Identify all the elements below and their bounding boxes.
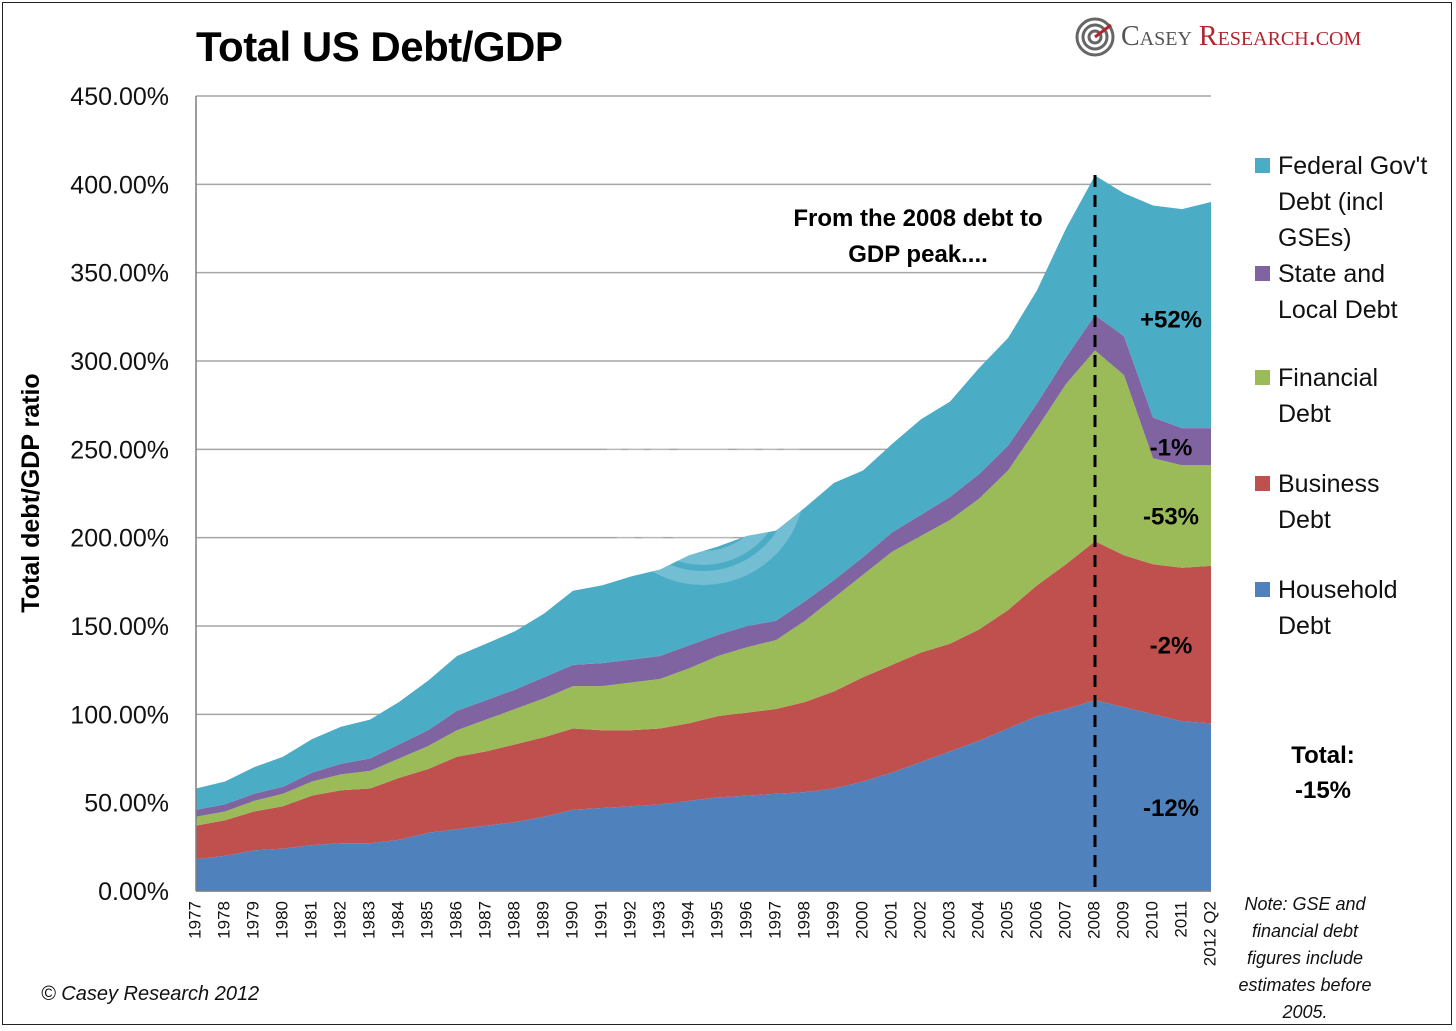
legend-swatch <box>1255 370 1270 385</box>
annotation-text: From the 2008 debt to <box>793 205 1042 232</box>
x-tick-label: 1993 <box>649 901 668 939</box>
legend-swatch <box>1255 582 1270 597</box>
brand-text: Casey Research.com <box>1121 21 1361 53</box>
copyright-text: © Casey Research 2012 <box>41 983 260 1005</box>
y-axis-title: Total debt/GDP ratio <box>17 373 45 612</box>
y-tick-label: 450.00% <box>70 83 169 111</box>
x-tick-label: 1997 <box>765 901 784 939</box>
legend-item: Business Debt <box>1255 466 1428 538</box>
segment-change-label: +52% <box>1140 307 1202 334</box>
x-tick-label: 1977 <box>185 901 204 939</box>
x-tick-label: 1984 <box>388 901 407 939</box>
x-tick-label: 1996 <box>736 901 755 939</box>
x-tick-label: 2006 <box>1026 901 1045 939</box>
x-tick-label: 1989 <box>533 901 552 939</box>
annotation-text: GDP peak.... <box>848 241 988 268</box>
x-tick-label: 2005 <box>997 901 1016 939</box>
x-tick-label: 2007 <box>1055 901 1074 939</box>
watermark-icon <box>601 381 805 585</box>
watermark-ring <box>621 401 785 565</box>
segment-change-label: -1% <box>1150 435 1193 462</box>
total-label: Total: <box>1291 742 1355 769</box>
y-tick-label: 50.00% <box>84 790 169 818</box>
x-tick-label: 1998 <box>794 901 813 939</box>
legend-label: State and Local Debt <box>1278 260 1398 324</box>
swirl-logo-icon <box>1075 17 1115 57</box>
x-tick-label: 1990 <box>562 901 581 939</box>
legend-item: Financial Debt <box>1255 360 1428 432</box>
x-tick-label: 1979 <box>243 901 262 939</box>
legend-item: State and Local Debt <box>1255 256 1428 328</box>
segment-change-label: -53% <box>1143 504 1199 531</box>
legend-swatch <box>1255 266 1270 281</box>
x-tick-label: 1999 <box>823 901 842 939</box>
x-tick-label: 1981 <box>301 901 320 939</box>
brand-text-com: .com <box>1308 21 1362 52</box>
x-tick-label: 2004 <box>968 901 987 939</box>
x-tick-label: 2009 <box>1113 901 1132 939</box>
x-tick-label: 2003 <box>939 901 958 939</box>
legend-swatch <box>1255 476 1270 491</box>
brand-text-research: Research <box>1198 21 1309 52</box>
segment-change-label: -12% <box>1143 795 1199 822</box>
x-tick-label: 1988 <box>504 901 523 939</box>
legend-item: Household Debt <box>1255 572 1428 644</box>
x-tick-label: 1985 <box>417 901 436 939</box>
x-tick-label: 1994 <box>678 901 697 939</box>
area-business-debt <box>196 541 1211 860</box>
x-tick-label: 1983 <box>359 901 378 939</box>
total-value: -15% <box>1294 777 1352 804</box>
x-tick-label: 1982 <box>330 901 349 939</box>
x-tick-label: 1991 <box>591 901 610 939</box>
x-tick-label: 1986 <box>446 901 465 939</box>
watermark-ring <box>641 421 765 545</box>
y-tick-label: 200.00% <box>70 525 169 553</box>
segment-change-label: -2% <box>1150 633 1193 660</box>
x-tick-label: 1987 <box>475 901 494 939</box>
x-tick-label: 2008 <box>1084 901 1103 939</box>
x-tick-label: 2012 Q2 <box>1200 901 1219 966</box>
y-tick-label: 350.00% <box>70 260 169 288</box>
x-tick-label: 1978 <box>214 901 233 939</box>
y-tick-label: 250.00% <box>70 436 169 464</box>
x-tick-label: 2001 <box>881 901 900 939</box>
legend-item: Federal Gov't Debt (incl GSEs) <box>1255 148 1428 256</box>
watermark-ring <box>601 381 805 585</box>
total-change: Total: -15% <box>1263 738 1383 808</box>
chart-title: Total US Debt/GDP <box>196 23 563 70</box>
y-tick-label: 400.00% <box>70 171 169 199</box>
watermark-ring <box>661 441 745 525</box>
y-tick-label: 0.00% <box>98 878 169 906</box>
y-tick-label: 300.00% <box>70 348 169 376</box>
area-financial-debt <box>196 350 1211 826</box>
x-tick-label: 1980 <box>272 901 291 939</box>
legend-label: Federal Gov't Debt (incl GSEs) <box>1278 152 1428 252</box>
y-tick-label: 150.00% <box>70 613 169 641</box>
brand-text-casey: Casey <box>1121 21 1199 52</box>
x-tick-label: 2010 <box>1142 901 1161 939</box>
x-tick-label: 2011 <box>1171 901 1190 938</box>
x-tick-label: 2000 <box>852 901 871 939</box>
legend-label: Business Debt <box>1278 470 1380 534</box>
x-tick-label: 1992 <box>620 901 639 939</box>
chart-plot: 0.00% 50.00% 100.00% 150.00% 200.00% 250.00% 3… <box>17 83 1219 966</box>
legend-swatch <box>1255 158 1270 173</box>
legend-label: Household Debt <box>1278 576 1398 640</box>
y-tick-label: 100.00% <box>70 701 169 729</box>
area-federal-gov-t-debt-incl-gses- <box>196 175 1211 810</box>
brand-logo: Casey Research.com <box>1075 17 1361 57</box>
legend-label: Financial Debt <box>1278 364 1379 428</box>
x-tick-label: 1995 <box>707 901 726 939</box>
note-text: Note: GSE and financial debt figures inc… <box>1238 894 1372 1022</box>
area-household-debt <box>196 700 1211 891</box>
x-tick-label: 2002 <box>910 901 929 939</box>
